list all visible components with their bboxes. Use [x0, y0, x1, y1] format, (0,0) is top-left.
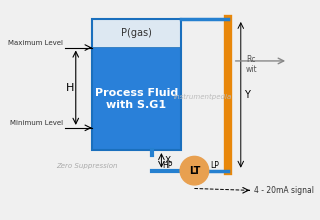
- Bar: [92, 19, 181, 48]
- Text: Minimum Level: Minimum Level: [10, 120, 63, 126]
- Text: Rc
wit: Rc wit: [246, 55, 258, 74]
- Text: Maximum Level: Maximum Level: [8, 40, 63, 46]
- Text: X: X: [165, 156, 171, 165]
- Text: Instrumentpedia: Instrumentpedia: [174, 94, 232, 100]
- Text: 4 - 20mA signal: 4 - 20mA signal: [254, 186, 314, 195]
- Text: LT: LT: [189, 166, 200, 176]
- Text: H: H: [66, 83, 75, 93]
- Text: LP: LP: [211, 161, 219, 170]
- Bar: [92, 19, 181, 150]
- Text: P(gas): P(gas): [121, 28, 152, 38]
- Text: HP: HP: [163, 161, 173, 170]
- Text: Y: Y: [244, 90, 250, 100]
- Bar: [92, 48, 181, 150]
- Text: Zero Suppression: Zero Suppression: [56, 163, 118, 169]
- Text: Process Fluid
with S.G1: Process Fluid with S.G1: [95, 88, 178, 110]
- Circle shape: [180, 156, 209, 185]
